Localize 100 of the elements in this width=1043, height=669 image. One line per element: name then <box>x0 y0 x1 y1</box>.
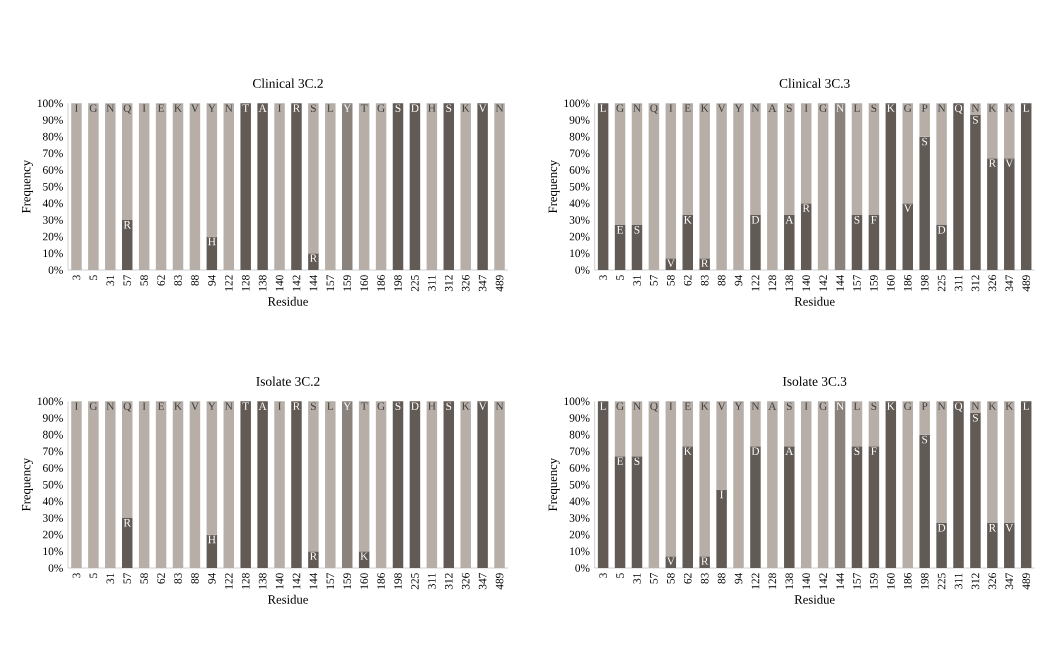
y-axis-title: Frequency <box>548 457 560 512</box>
bar <box>443 401 455 568</box>
bar <box>800 103 812 204</box>
bar <box>138 103 150 270</box>
bar <box>834 401 846 568</box>
annotation: N <box>971 402 980 410</box>
bar <box>375 401 387 568</box>
x-tick-label: 160 <box>887 573 895 589</box>
x-tick-label: 144 <box>309 274 318 291</box>
bar <box>936 523 947 568</box>
bar <box>919 434 930 568</box>
y-tick-label: 90% <box>42 414 63 422</box>
y-tick-label: 40% <box>42 497 63 506</box>
bar <box>716 401 727 490</box>
bar <box>902 103 913 204</box>
annotation: A <box>258 402 267 410</box>
annotation: N <box>633 104 641 112</box>
x-tick-label: 157 <box>326 275 335 291</box>
x-tick-label: 128 <box>768 573 777 589</box>
annotation: S <box>871 104 877 113</box>
annotation: I <box>278 104 282 112</box>
x-tick-label: 94 <box>208 274 216 286</box>
annotation: L <box>327 402 334 410</box>
bar <box>138 401 150 568</box>
bar <box>325 401 336 568</box>
x-tick-label: 186 <box>377 275 385 291</box>
bar <box>648 103 660 270</box>
bar <box>71 103 82 270</box>
bar <box>936 401 947 523</box>
annotation: K <box>988 104 997 112</box>
x-tick-label: 83 <box>174 275 182 286</box>
bar <box>699 103 710 259</box>
bar <box>308 253 319 270</box>
bar <box>631 456 643 568</box>
bar <box>172 401 184 568</box>
y-tick-label: 80% <box>42 132 63 141</box>
bar <box>987 523 998 568</box>
x-tick-label: 94 <box>734 274 743 286</box>
x-tick-label: 225 <box>937 573 946 590</box>
x-axis-title: Residue <box>267 594 308 604</box>
annotation: D <box>937 524 946 532</box>
bar <box>460 103 471 270</box>
x-tick-label: 489 <box>1022 275 1031 292</box>
annotation: R <box>701 557 709 565</box>
bar <box>426 401 438 568</box>
annotation: E <box>157 402 164 410</box>
bar <box>325 103 336 270</box>
annotation: L <box>853 104 860 112</box>
bar <box>987 401 998 523</box>
x-tick-label: 157 <box>853 275 861 291</box>
y-tick-label: 50% <box>43 480 63 489</box>
annotation: I <box>278 402 282 410</box>
annotation: H <box>208 237 216 246</box>
x-tick-label: 31 <box>633 573 641 584</box>
x-tick-label: 326 <box>461 573 470 590</box>
y-tick-label: 30% <box>43 514 63 522</box>
chart-title: Clinical 3C.2 <box>252 78 323 88</box>
x-tick-label: 94 <box>734 572 743 584</box>
x-tick-label: 489 <box>495 573 504 590</box>
annotation: R <box>293 104 301 112</box>
x-tick-label: 142 <box>819 275 827 291</box>
x-tick-label: 83 <box>174 573 182 584</box>
bar <box>105 401 116 568</box>
annotation: Y <box>207 104 216 112</box>
bar <box>919 103 930 137</box>
annotation: N <box>751 104 760 112</box>
y-tick-label: 40% <box>569 497 590 506</box>
bar <box>800 203 812 270</box>
bar <box>257 401 268 568</box>
x-tick-label: 312 <box>444 275 453 292</box>
x-tick-label: 347 <box>1005 573 1014 590</box>
annotation: N <box>106 104 115 112</box>
bar <box>121 103 133 220</box>
annotation: S <box>973 414 978 422</box>
annotation: D <box>751 216 760 224</box>
annotation: I <box>75 104 78 112</box>
y-tick-label: 30% <box>43 216 63 224</box>
y-tick-label: 10% <box>43 547 63 556</box>
annotation: S <box>634 226 640 234</box>
bar <box>358 401 370 552</box>
annotation: E <box>157 104 164 112</box>
bar <box>308 551 319 568</box>
x-tick-label: 312 <box>971 275 980 292</box>
x-tick-label: 140 <box>802 573 811 589</box>
annotation: G <box>904 104 912 113</box>
x-tick-label: 140 <box>802 275 811 291</box>
x-tick-label: 31 <box>106 275 115 286</box>
annotation: R <box>309 552 318 560</box>
annotation: Q <box>650 104 658 114</box>
x-tick-label: 5 <box>89 573 98 578</box>
x-tick-label: 311 <box>954 573 963 589</box>
bar <box>460 401 471 568</box>
bar <box>189 401 201 568</box>
annotation: K <box>700 402 709 410</box>
x-tick-label: 347 <box>478 275 487 292</box>
bar <box>1020 401 1032 568</box>
annotation: N <box>106 402 115 410</box>
bar <box>919 136 930 270</box>
bar <box>477 103 488 270</box>
annotation: G <box>819 402 827 411</box>
